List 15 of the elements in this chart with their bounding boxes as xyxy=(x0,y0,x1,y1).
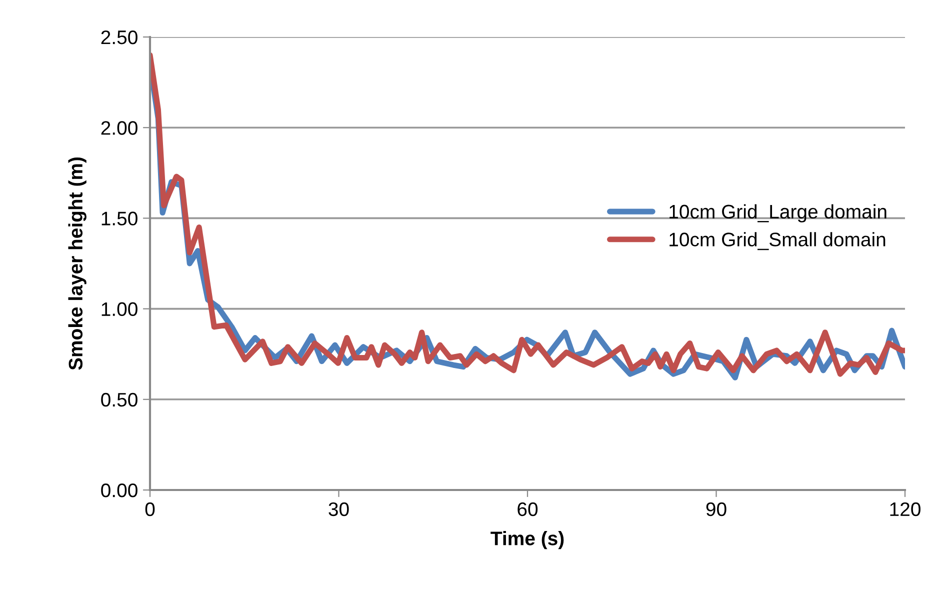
y-tick-label: 1.50 xyxy=(102,212,138,226)
x-tick-label: 90 xyxy=(706,502,726,516)
y-tick-label: 2.00 xyxy=(101,121,138,135)
x-tick-label: 120 xyxy=(890,502,920,516)
x-axis-title: Time (s) xyxy=(490,531,564,550)
x-tick-label: 0 xyxy=(145,502,155,516)
x-tick-label: 30 xyxy=(328,502,349,516)
y-tick-label: 0.50 xyxy=(101,392,138,407)
y-tick-label: 1.00 xyxy=(102,302,138,316)
y-axis-title: Smoke layer height (m) xyxy=(68,157,86,370)
x-tick-label: 60 xyxy=(518,502,538,516)
legend-label: 10cm Grid_Small domain xyxy=(670,232,886,250)
legend-label: 10cm Grid_Large domain xyxy=(670,204,886,222)
y-tick-label: 0.00 xyxy=(101,483,138,498)
y-tick-label: 2.50 xyxy=(101,30,138,44)
